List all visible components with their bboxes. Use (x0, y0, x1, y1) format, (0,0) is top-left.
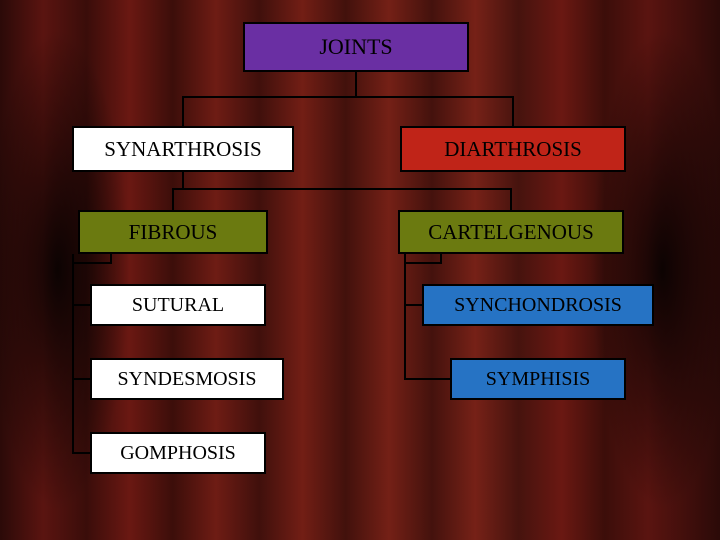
connector (182, 96, 184, 126)
node-symphisis: SYMPHISIS (450, 358, 626, 400)
connector (404, 378, 450, 380)
node-label: SYNCHONDROSIS (454, 294, 622, 317)
node-gomphosis: GOMPHOSIS (90, 432, 266, 474)
node-label: JOINTS (319, 34, 392, 60)
node-label: FIBROUS (129, 220, 218, 245)
connector (172, 188, 174, 210)
connector (404, 254, 406, 380)
diagram-stage: JOINTS SYNARTHROSIS DIARTHROSIS FIBROUS … (0, 0, 720, 540)
node-syndesmosis: SYNDESMOSIS (90, 358, 284, 400)
node-synarthrosis: SYNARTHROSIS (72, 126, 294, 172)
node-label: SYMPHISIS (486, 368, 590, 391)
connector (172, 188, 512, 190)
node-label: DIARTHROSIS (444, 137, 582, 162)
node-label: SYNARTHROSIS (104, 137, 261, 162)
connector (182, 172, 184, 188)
node-label: SUTURAL (132, 294, 224, 317)
node-label: SYNDESMOSIS (118, 368, 257, 391)
node-root: JOINTS (243, 22, 469, 72)
node-diarthrosis: DIARTHROSIS (400, 126, 626, 172)
connector (404, 262, 442, 264)
node-fibrous: FIBROUS (78, 210, 268, 254)
connector (72, 304, 90, 306)
connector (510, 188, 512, 210)
connector (512, 96, 514, 126)
node-cartelgenous: CARTELGENOUS (398, 210, 624, 254)
connector (72, 254, 74, 454)
node-synchondrosis: SYNCHONDROSIS (422, 284, 654, 326)
node-label: GOMPHOSIS (120, 442, 236, 465)
connector (72, 378, 90, 380)
connector (72, 452, 90, 454)
connector (355, 72, 357, 96)
node-sutural: SUTURAL (90, 284, 266, 326)
connector (182, 96, 514, 98)
node-label: CARTELGENOUS (428, 220, 594, 245)
connector (404, 304, 422, 306)
connector (72, 262, 112, 264)
